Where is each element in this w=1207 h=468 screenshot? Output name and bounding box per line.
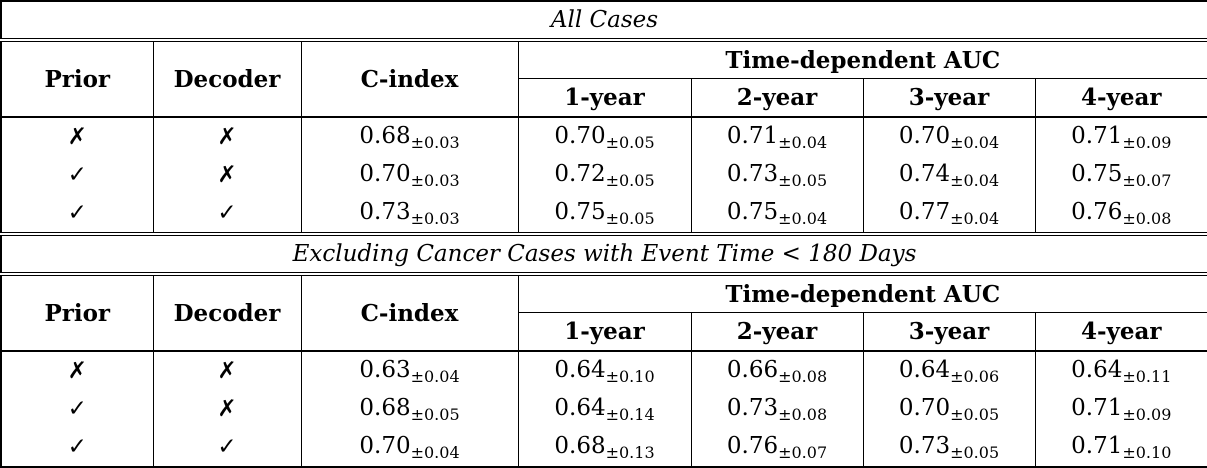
table-row: ✓ ✓ 0.73±0.03 0.75±0.05 0.75±0.04 0.77±0… (0, 194, 1207, 234)
table-row: ✓ ✗ 0.68±0.05 0.64±0.14 0.73±0.08 0.70±0… (0, 390, 1207, 428)
auc-3yr-value: 0.73±0.05 (862, 428, 1036, 467)
col-header-cindex: C-index (300, 274, 519, 352)
col-header-decoder: Decoder (152, 274, 302, 352)
auc-1yr-value: 0.64±0.10 (517, 351, 692, 390)
section-2-header-row: Prior Decoder C-index Time-dependent AUC (0, 274, 1207, 352)
auc-3yr-value: 0.70±0.05 (862, 390, 1036, 428)
decoder-mark: ✓ (152, 194, 302, 234)
section-2-year-header-row: 1-year 2-year 3-year 4-year (1, 312, 1207, 352)
auc-2yr-value: 0.73±0.08 (690, 390, 864, 428)
cindex-value: 0.68±0.05 (300, 390, 519, 428)
auc-3yr-value: 0.74±0.04 (862, 156, 1036, 194)
prior-mark: ✓ (0, 428, 154, 467)
decoder-mark: ✗ (152, 390, 302, 428)
col-header-cindex: C-index (300, 40, 519, 118)
auc-2yr-value: 0.75±0.04 (690, 194, 864, 234)
auc-1yr-value: 0.68±0.13 (517, 428, 692, 467)
col-header-prior: Prior (0, 274, 154, 352)
auc-1yr-value: 0.72±0.05 (517, 156, 692, 194)
table-row: ✓ ✗ 0.70±0.03 0.72±0.05 0.73±0.05 0.74±0… (0, 156, 1207, 194)
prior-mark: ✓ (0, 194, 154, 234)
auc-2yr-value: 0.73±0.05 (690, 156, 864, 194)
auc-4yr-value: 0.76±0.08 (1034, 194, 1207, 234)
cindex-value: 0.70±0.03 (300, 156, 519, 194)
col-header-4-year: 4-year (1034, 78, 1207, 118)
prior-mark: ✓ (0, 390, 154, 428)
cindex-value: 0.73±0.03 (300, 194, 519, 234)
auc-1yr-value: 0.75±0.05 (517, 194, 692, 234)
col-header-2-year: 2-year (690, 312, 864, 352)
col-header-auc-group: Time-dependent AUC (517, 274, 1207, 313)
decoder-mark: ✗ (152, 156, 302, 194)
auc-3yr-value: 0.64±0.06 (862, 351, 1036, 390)
auc-2yr-value: 0.66±0.08 (690, 351, 864, 390)
auc-2yr-value: 0.71±0.04 (690, 117, 864, 156)
col-header-3-year: 3-year (862, 312, 1036, 352)
auc-4yr-value: 0.71±0.09 (1034, 390, 1207, 428)
col-header-prior: Prior (0, 40, 154, 118)
table-row: ✗ ✗ 0.63±0.04 0.64±0.10 0.66±0.08 0.64±0… (0, 351, 1207, 390)
cindex-value: 0.63±0.04 (300, 351, 519, 390)
auc-3yr-value: 0.77±0.04 (862, 194, 1036, 234)
section-1-year-header-row: 1-year 2-year 3-year 4-year (1, 78, 1207, 118)
auc-4yr-value: 0.71±0.09 (1034, 117, 1207, 156)
decoder-mark: ✗ (152, 351, 302, 390)
table-row: ✗ ✗ 0.68±0.03 0.70±0.05 0.71±0.04 0.70±0… (0, 117, 1207, 156)
section-1-title-row: All Cases (1, 1, 1207, 42)
auc-1yr-value: 0.70±0.05 (517, 117, 692, 156)
col-header-4-year: 4-year (1034, 312, 1207, 352)
col-header-decoder: Decoder (152, 40, 302, 118)
prior-mark: ✗ (0, 117, 154, 156)
auc-4yr-value: 0.64±0.11 (1034, 351, 1207, 390)
section-2-title: Excluding Cancer Cases with Event Time <… (1, 232, 1207, 276)
col-header-auc-group: Time-dependent AUC (517, 40, 1207, 79)
section-2-title-row: Excluding Cancer Cases with Event Time <… (1, 232, 1207, 276)
auc-1yr-value: 0.64±0.14 (517, 390, 692, 428)
decoder-mark: ✓ (152, 428, 302, 467)
section-1-header-row: Prior Decoder C-index Time-dependent AUC (0, 40, 1207, 118)
decoder-mark: ✗ (152, 117, 302, 156)
table-row: ✓ ✓ 0.70±0.04 0.68±0.13 0.76±0.07 0.73±0… (0, 428, 1207, 467)
cindex-value: 0.70±0.04 (300, 428, 519, 467)
col-header-1-year: 1-year (517, 78, 692, 118)
section-1-title: All Cases (1, 1, 1207, 42)
prior-mark: ✗ (0, 351, 154, 390)
col-header-3-year: 3-year (862, 78, 1036, 118)
auc-4yr-value: 0.75±0.07 (1034, 156, 1207, 194)
col-header-2-year: 2-year (690, 78, 864, 118)
cindex-value: 0.68±0.03 (300, 117, 519, 156)
prior-mark: ✓ (0, 156, 154, 194)
col-header-1-year: 1-year (517, 312, 692, 352)
auc-3yr-value: 0.70±0.04 (862, 117, 1036, 156)
auc-2yr-value: 0.76±0.07 (690, 428, 864, 467)
auc-4yr-value: 0.71±0.10 (1034, 428, 1207, 467)
